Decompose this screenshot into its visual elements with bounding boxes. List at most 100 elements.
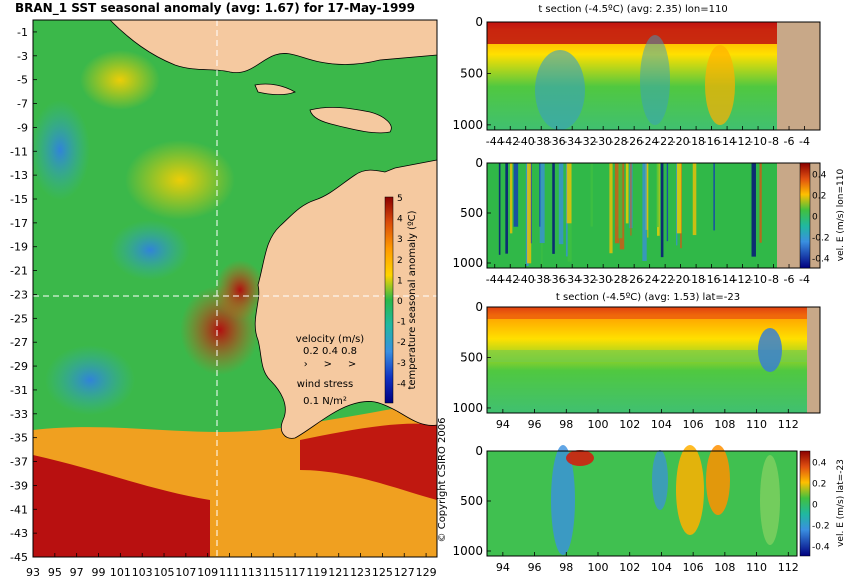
panel-4-flow-band [760, 455, 780, 545]
map-x-tick-label: 115 [263, 566, 284, 579]
sst-colorbar-tick-label: -3 [397, 359, 406, 369]
panel-2-colorbar-tick-label: 0 [812, 213, 818, 223]
panel-3-x-tick-label: 98 [559, 418, 573, 431]
panel-2-x-tick-label: -30 [594, 273, 612, 286]
panel-2-colorbar-tick-label: -0.2 [812, 234, 830, 244]
panel-4-colorbar-ticks: 0.4 0.2 0 -0.2 -0.4 [812, 459, 830, 553]
sst-colorbar-tick-label: 0 [397, 297, 403, 307]
map-y-tick-label: -43 [10, 527, 28, 540]
panel-1-x-tick-label: -20 [672, 135, 690, 148]
panel-2-velocity-stripe [692, 163, 697, 236]
panel-2-velocity-stripe [676, 163, 678, 246]
sst-colorbar-tick-label: -2 [397, 338, 406, 348]
sst-colorbar-scale [384, 196, 394, 404]
map-y-tick-label: -9 [17, 121, 28, 134]
panel-3-y-tick-label: 0 [475, 300, 483, 314]
panel-4-x-tick-label: 110 [746, 561, 767, 574]
panel-3-title: t section (-4.5ºC) (avg: 1.53) lat=-23 [556, 292, 740, 303]
sst-hot-region-southeast [300, 423, 437, 500]
map-y-tick-label: -23 [10, 288, 28, 301]
sst-colorbar-tick-label: -4 [397, 379, 406, 389]
panel-2-velocity-stripe [751, 163, 756, 257]
panel-2-x-tick-label: -12 [734, 273, 752, 286]
map-title: BRAN_1 SST seasonal anomaly (avg: 1.67) … [15, 1, 415, 16]
panel-2-velocity-stripe [660, 163, 664, 258]
panel-3-thermocline [487, 350, 807, 362]
panel-2-velocity-stripe [625, 163, 629, 224]
panel-2-x-tick-label: -20 [672, 273, 690, 286]
sst-colorbar-label: temperature seasonal anomaly (ºC) [407, 210, 418, 389]
velocity-legend-title: velocity (m/s) [296, 334, 364, 345]
panel-4-westward-flow [551, 445, 575, 555]
sst-colorbar-tick-label: 3 [397, 235, 403, 245]
panel-1-y-tick-label: 500 [460, 66, 483, 80]
panel-2-velocity-stripe [566, 163, 572, 224]
map-y-tick-label: -39 [10, 479, 28, 492]
panel-1-x-tick-label: -26 [625, 135, 643, 148]
timor-island [309, 106, 392, 134]
panel-2-x-tick-label: -10 [749, 273, 767, 286]
map-y-tick-label: -45 [10, 551, 28, 564]
panel-4-x-tick-label: 100 [588, 561, 609, 574]
map-x-tick-label: 127 [394, 566, 415, 579]
panel-4-colorbar-tick-label: -0.4 [812, 543, 830, 553]
panel-1-x-tick-label: -8 [768, 135, 779, 148]
map-x-tick-label: 103 [132, 566, 153, 579]
panel-2-axes: 05001000-44-42-40-38-36-34-32-30-28-26-2… [452, 156, 810, 286]
panel-3-surface-layer [487, 307, 807, 319]
panel-1-x-tick-label: -38 [532, 135, 550, 148]
panel-2-velocity-stripe [513, 163, 519, 227]
map-x-tick-label: 111 [219, 566, 240, 579]
panel-3-x-tick-label: 100 [588, 418, 609, 431]
panel-2-colorbar-label: vel. E (m/s) lon=110 [836, 169, 846, 262]
lesser-sunda-island [254, 83, 296, 96]
panel-3-x-tick-label: 112 [778, 418, 799, 431]
indonesia-landmass [33, 19, 438, 74]
map-y-tick-label: -5 [17, 74, 28, 87]
panel-2-land [777, 163, 820, 268]
panel-4-colorbar-tick-label: 0.2 [812, 480, 826, 490]
panel-1-x-tick-label: -34 [563, 135, 581, 148]
map-y-tick-label: -27 [10, 336, 28, 349]
panel-4-x-tick-label: 94 [496, 561, 510, 574]
panel-4-eastward-flow [676, 445, 704, 535]
panel-4-x-tick-label: 98 [559, 561, 573, 574]
panel-2-x-tick-label: -42 [501, 273, 519, 286]
map-y-tick-label: -41 [10, 503, 28, 516]
panel-4-surface-jet [566, 450, 594, 466]
map-y-tick-label: -19 [10, 241, 28, 254]
panel-3-frame [486, 306, 821, 414]
panel-2-velocity-stripe [630, 163, 632, 236]
map-y-tick-label: -15 [10, 193, 28, 206]
panel-2-x-tick-label: -36 [548, 273, 566, 286]
map-y-tick-label: -13 [10, 169, 28, 182]
panel-3-land [807, 307, 820, 413]
panel-3-axes: 0 500 1000 94 96 98 100 102 104 106 108 110 112 [452, 300, 798, 431]
sst-warm-patch [125, 140, 235, 220]
wind-stress-legend-value: 0.1 N/m² [303, 396, 347, 407]
map-y-tick-label: -33 [10, 408, 28, 421]
map-x-tick-label: 109 [197, 566, 218, 579]
panel-2-x-tick-label: -26 [625, 273, 643, 286]
sst-warm-eddy [215, 260, 265, 320]
panel-2-x-tick-label: -24 [641, 273, 659, 286]
sst-map [30, 19, 438, 558]
panel-1-x-tick-label: -22 [656, 135, 674, 148]
panel-2-x-tick-label: -22 [656, 273, 674, 286]
map-x-tick-label: 93 [26, 566, 40, 579]
panel-2-x-tick-label: -6 [784, 273, 795, 286]
panel-1-x-tick-label: -4 [799, 135, 810, 148]
sst-colorbar-tick-label: -1 [397, 318, 406, 328]
panel-1-cold-tongue [535, 50, 585, 130]
panel-4-axes: 0 500 1000 94 96 98 100 102 104 106 108 110 112 [452, 444, 798, 574]
panel-4-x-tick-label: 104 [651, 561, 672, 574]
sst-cool-eddy [110, 220, 190, 280]
panel-4-x-tick-label: 112 [778, 561, 799, 574]
panel-2-section [486, 162, 821, 269]
velocity-legend: velocity (m/s) 0.2 0.4 0.8 › > > [296, 334, 364, 370]
panel-1-x-tick-label: -42 [501, 135, 519, 148]
panel-2-velocity-stripe [647, 163, 649, 238]
panel-4-field [487, 451, 797, 556]
map-y-tick-label: -37 [10, 456, 28, 469]
map-x-tick-label: 113 [241, 566, 262, 579]
